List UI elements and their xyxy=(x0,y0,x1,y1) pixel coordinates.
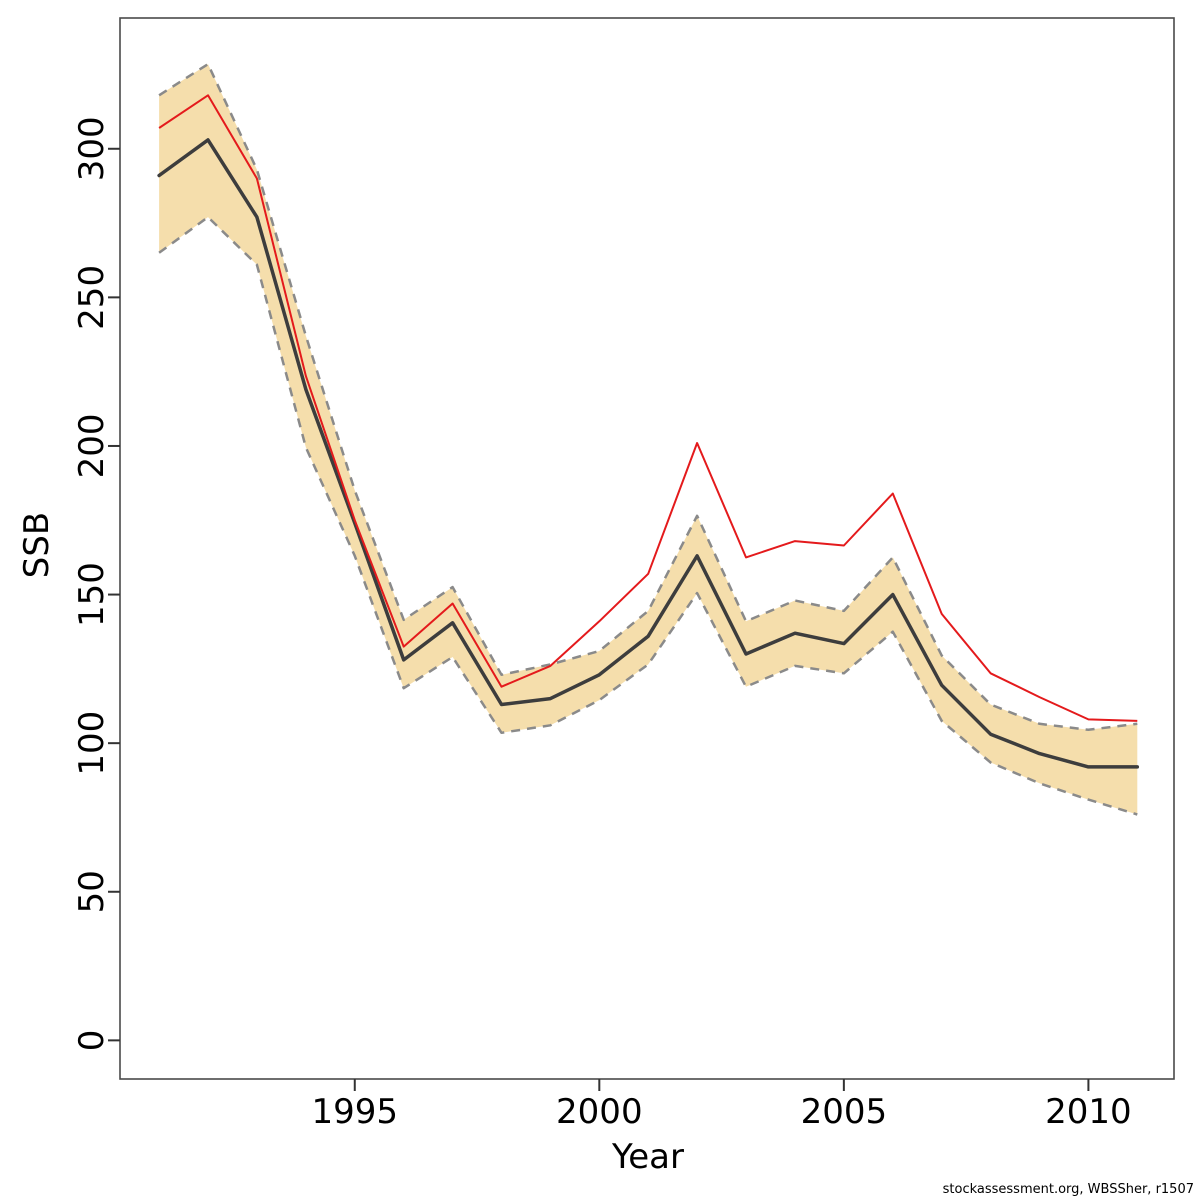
x-tick-label: 1995 xyxy=(312,1092,399,1132)
y-axis-title: SSB xyxy=(17,511,57,579)
confidence-band-upper-bound xyxy=(158,62,1138,732)
x-axis-title: Year xyxy=(612,1137,684,1177)
x-tick-label: 2010 xyxy=(1045,1092,1132,1132)
plot-box xyxy=(119,17,1175,1080)
x-tick-label: 2005 xyxy=(801,1092,888,1132)
confidence-band-lower-bound xyxy=(158,215,1138,816)
y-tick-label: 250 xyxy=(72,265,112,330)
footer-credit: stockassessment.org, WBSSher, r1507 xyxy=(942,1182,1194,1197)
y-tick-label: 150 xyxy=(72,562,112,627)
y-tick-label: 0 xyxy=(72,1030,112,1052)
x-tick-label: 2000 xyxy=(556,1092,643,1132)
ssb-median-line xyxy=(157,138,1140,769)
y-tick-label: 200 xyxy=(72,414,112,479)
y-tick-label: 50 xyxy=(72,870,112,913)
y-tick-label: 300 xyxy=(72,116,112,181)
y-tick-label: 100 xyxy=(72,711,112,776)
confidence-band xyxy=(159,64,1138,815)
comparison-run-line xyxy=(158,94,1138,722)
